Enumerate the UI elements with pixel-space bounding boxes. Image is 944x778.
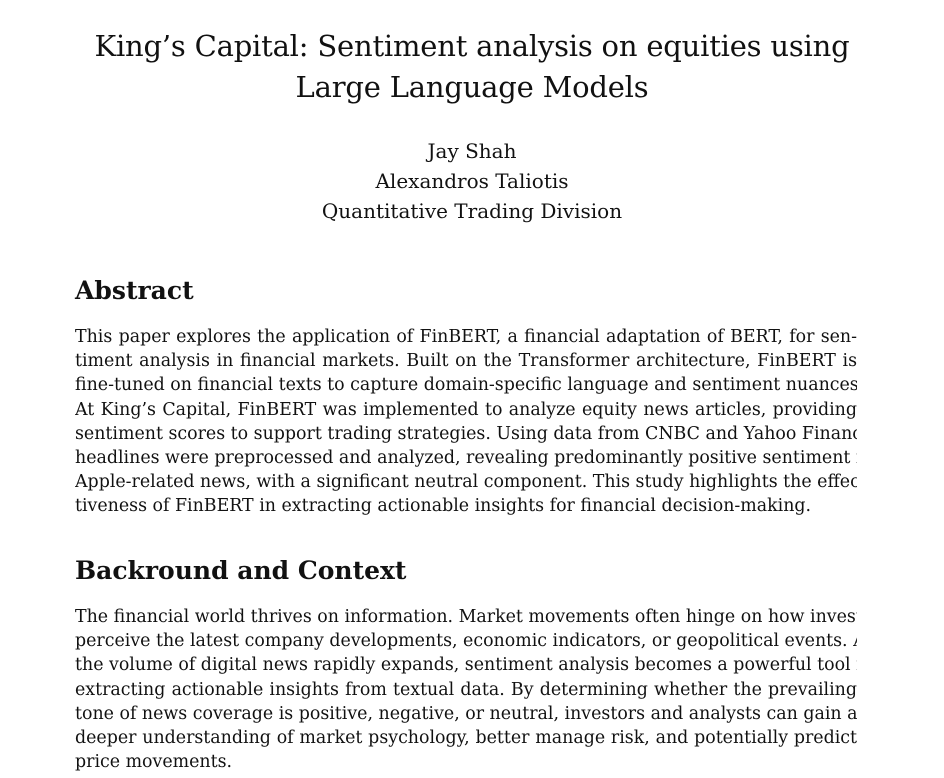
author-affiliation: Quantitative Trading Division [321,199,623,223]
text-line: deeper understanding of market psycholog… [75,728,857,749]
abstract-paragraph: This paper explores the application of F… [75,325,857,519]
background-heading: Backround and Context [75,556,407,585]
text-line: The financial world thrives on informati… [75,607,857,627]
title-line: King’s Capital: Sentiment analysis on eq… [94,29,850,63]
text-line: fine-tuned on financial texts to capture… [75,375,857,396]
text-line: timent analysis in financial markets. Bu… [75,351,857,372]
text-line: extracting actionable insights from text… [75,679,857,700]
text-line: sentiment scores to support trading stra… [75,423,857,444]
text-line: Apple-related news, with a significant n… [75,472,857,493]
text-line: This paper explores the application of F… [75,327,857,347]
text-line: perceive the latest company developments… [75,631,857,652]
text-line: tiveness of FinBERT in extracting action… [75,496,812,517]
abstract-heading: Abstract [75,276,194,305]
paper-title: King’s Capital: Sentiment analysis on eq… [0,26,944,108]
author-name: Jay Shah [427,139,517,163]
text-line: tone of news coverage is positive, negat… [75,703,857,724]
text-line: the volume of digital news rapidly expan… [75,655,857,676]
text-line: At King’s Capital, FinBERT was implement… [75,399,857,420]
author-block: Jay Shah Alexandros Taliotis Quantitativ… [0,136,944,226]
text-line: price movements. [75,752,233,773]
background-paragraph: The financial world thrives on informati… [75,605,857,774]
author-name: Alexandros Taliotis [375,169,569,193]
title-line: Large Language Models [295,70,649,104]
text-line: headlines were preprocessed and analyzed… [75,448,857,469]
